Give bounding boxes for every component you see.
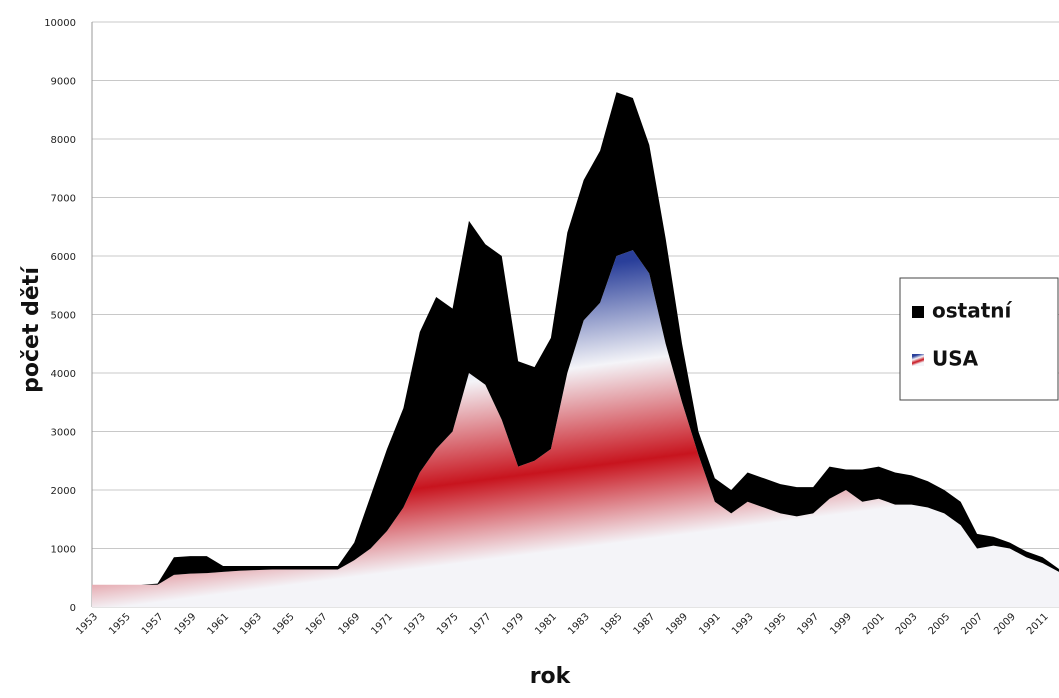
y-tick-label: 10000: [44, 18, 76, 29]
y-tick-label: 2000: [51, 486, 76, 497]
x-tick-label: 1973: [402, 611, 428, 637]
x-tick-label: 1961: [205, 611, 231, 637]
legend-label: USA: [932, 347, 979, 371]
x-tick-label: 1983: [566, 611, 592, 637]
x-tick-label: 2009: [992, 611, 1018, 637]
x-tick-label: 1989: [664, 611, 690, 637]
x-tick-label: 1963: [238, 611, 264, 637]
y-axis-title: počet dětí: [19, 266, 44, 393]
legend-box: [900, 278, 1058, 400]
x-tick-label: 1981: [533, 611, 559, 637]
chart: rok počet dětí 0 1000 2000 3000 4000 5000 6000…: [0, 0, 1059, 693]
x-tick-label: 1979: [500, 611, 526, 637]
x-tick-label: 2003: [894, 611, 920, 637]
y-tick-label: 5000: [51, 311, 76, 322]
x-tick-label: 1953: [74, 611, 100, 637]
x-tick-label: 1987: [632, 611, 658, 637]
x-tick-label: 1955: [107, 611, 133, 637]
x-tick-label: 1997: [795, 611, 821, 637]
x-tick-label: 1993: [730, 611, 756, 637]
x-tick-label: 2005: [927, 611, 953, 637]
x-tick-label: 1995: [763, 611, 789, 637]
legend-label: ostatní: [932, 299, 1013, 323]
x-tick-label: 1991: [697, 611, 723, 637]
y-tick-label: 7000: [51, 194, 76, 205]
x-tick-label: 2007: [959, 611, 985, 637]
y-tick-label: 0: [70, 603, 76, 614]
x-tick-label: 2001: [861, 611, 887, 637]
x-tick-label: 1975: [435, 611, 461, 637]
y-tick-label: 1000: [51, 545, 76, 556]
x-tick-label: 1959: [173, 611, 199, 637]
y-tick-label: 9000: [51, 77, 76, 88]
y-tick-label: 6000: [51, 252, 76, 263]
y-tick-label: 8000: [51, 135, 76, 146]
x-axis-title: rok: [530, 664, 572, 689]
x-tick-label: 2011: [1025, 611, 1051, 637]
x-tick-label: 1957: [140, 611, 166, 637]
x-tick-label: 1971: [369, 611, 395, 637]
legend-swatch: [912, 306, 924, 318]
x-tick-label: 1977: [468, 611, 494, 637]
x-tick-label: 1967: [304, 611, 330, 637]
legend-swatch: [912, 354, 924, 366]
x-tick-label: 1985: [599, 611, 625, 637]
x-tick-label: 1965: [271, 611, 297, 637]
y-tick-label: 3000: [51, 428, 76, 439]
x-tick-label: 1969: [337, 611, 363, 637]
x-tick-label: 1999: [828, 611, 854, 637]
y-tick-label: 4000: [51, 369, 76, 380]
